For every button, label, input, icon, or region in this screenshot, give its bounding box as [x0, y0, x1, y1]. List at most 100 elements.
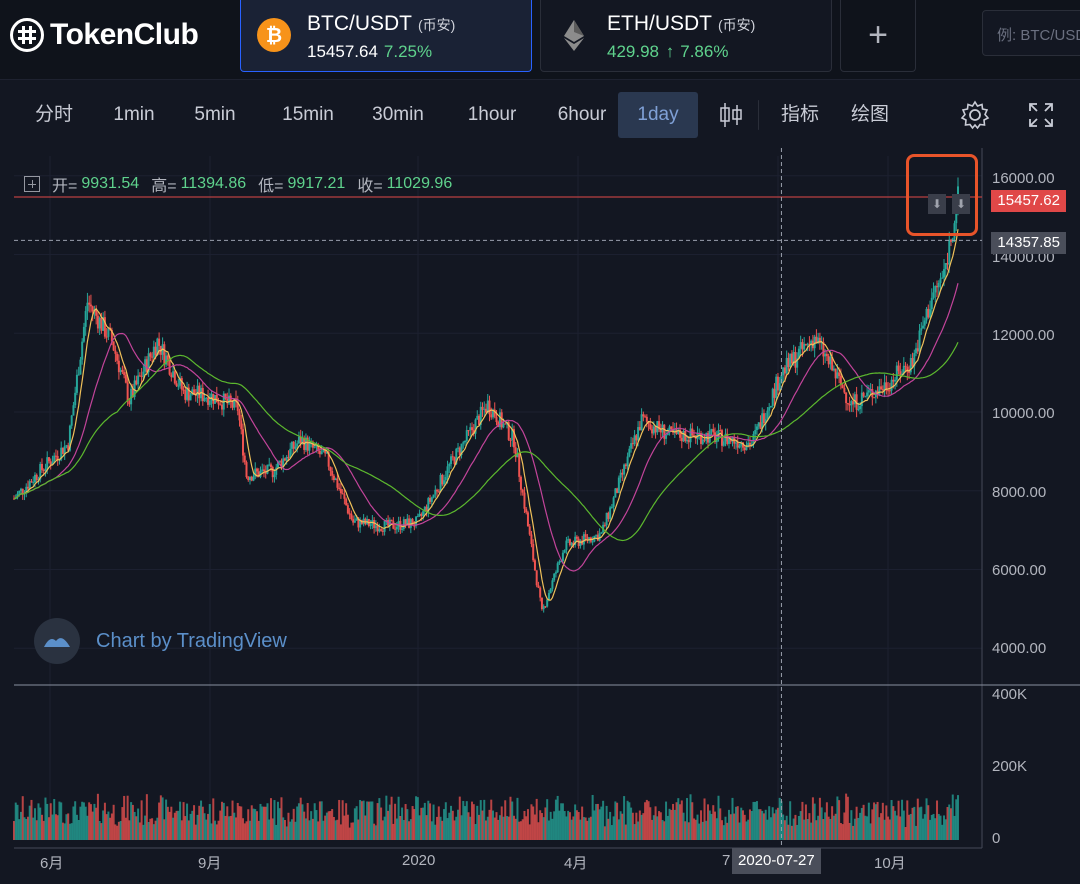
volume-bar — [790, 825, 793, 840]
volume-bar — [282, 817, 285, 840]
volume-bar — [457, 809, 460, 840]
volume-bar — [89, 804, 92, 840]
volume-bar — [556, 795, 559, 840]
volume-bar — [471, 801, 474, 840]
candle-body — [734, 442, 737, 444]
watermark-text: Chart by TradingView — [96, 629, 287, 652]
settings-icon[interactable] — [954, 92, 996, 138]
volume-bar — [677, 798, 680, 840]
candle-body — [633, 435, 636, 445]
volume-bar — [936, 800, 939, 840]
interval-1min[interactable]: 1min — [113, 104, 155, 125]
volume-bar — [13, 821, 15, 840]
volume-bar — [609, 811, 612, 840]
download-icon[interactable]: ⬇ — [952, 194, 970, 214]
chart-canvas[interactable] — [0, 148, 1080, 884]
tab-eth-usdt[interactable]: ETH/USDT (币安) 429.98 ↑ 7.86% — [540, 0, 832, 72]
interval-fenshi[interactable]: 分时 — [34, 104, 73, 125]
candle-body — [864, 396, 867, 398]
interval-5min[interactable]: 5min — [194, 104, 236, 125]
candle-body — [105, 336, 108, 338]
candle-body — [944, 263, 947, 270]
volume-bar — [135, 816, 138, 840]
tradingview-watermark[interactable]: Chart by TradingView — [34, 618, 287, 664]
volume-bar — [329, 811, 332, 840]
volume-bar — [638, 810, 641, 840]
indicators-button[interactable]: 指标 — [780, 104, 819, 125]
volume-bar — [944, 819, 947, 840]
candle-body — [91, 306, 94, 312]
price-chart[interactable]: 开= 9931.54 高= 11394.86 低= 9917.21 收= 11029.9… — [0, 148, 1080, 884]
volume-bar — [694, 819, 697, 840]
volume-bar — [166, 806, 169, 840]
interval-6hour[interactable]: 6hour — [557, 104, 607, 125]
candle-body — [290, 441, 293, 449]
candle-body — [179, 378, 182, 386]
interval-15min[interactable]: 15min — [282, 104, 334, 125]
volume-bar — [455, 816, 458, 840]
candle-body — [652, 426, 655, 434]
tab-btc-usdt[interactable]: ₿ BTC/USDT (币安) 15457.64 7.25% — [240, 0, 532, 72]
tokenclub-logo[interactable]: TokenClub — [10, 14, 199, 56]
candle-body — [500, 412, 503, 428]
candle-body — [128, 401, 131, 405]
download-icon[interactable]: ⬇ — [928, 194, 946, 214]
candle-body — [425, 506, 428, 512]
draw-button[interactable]: 绘图 — [850, 104, 889, 125]
volume-bar — [794, 814, 797, 840]
volume-bar — [130, 802, 133, 840]
volume-bar — [535, 798, 538, 840]
volume-bar — [873, 802, 876, 840]
candle-body — [21, 488, 24, 494]
volume-bar — [841, 824, 844, 840]
volume-bar — [888, 819, 891, 840]
candle-body — [909, 358, 912, 373]
interval-1hour[interactable]: 1hour — [467, 104, 517, 125]
volume-bar — [549, 811, 552, 840]
candle-body — [757, 422, 760, 427]
volume-bar — [764, 809, 767, 840]
volume-bar — [353, 808, 356, 840]
candle-body — [81, 341, 84, 360]
add-pair-button[interactable]: + — [840, 0, 916, 72]
candle-body — [124, 375, 127, 383]
fullscreen-icon[interactable] — [1020, 92, 1062, 138]
volume-bar — [395, 818, 398, 840]
volume-bar — [696, 814, 699, 840]
volume-bar — [86, 815, 89, 840]
interval-1day[interactable]: 1day — [618, 92, 698, 138]
volume-bar — [738, 822, 741, 840]
volume-bar — [925, 798, 928, 840]
volume-bar — [757, 809, 760, 840]
candle-body — [610, 506, 613, 508]
volume-bar — [123, 795, 126, 840]
volume-bar — [518, 821, 521, 840]
candle-body — [56, 456, 59, 460]
volume-bar — [607, 818, 610, 840]
volume-bar — [252, 808, 255, 840]
candle-body — [359, 520, 362, 528]
candle-body — [937, 282, 940, 288]
expand-legend-icon[interactable] — [24, 176, 40, 192]
volume-bar — [479, 800, 482, 840]
candle-body — [575, 536, 578, 539]
volume-bar — [427, 800, 430, 840]
volume-bar — [32, 817, 35, 840]
candle-body — [26, 486, 29, 489]
volume-bar — [743, 814, 746, 840]
candle-body — [423, 506, 426, 512]
candle-body — [352, 519, 355, 523]
interval-30min[interactable]: 30min — [372, 104, 424, 125]
search-input[interactable]: 例: BTC/USDT — [982, 10, 1080, 56]
volume-bar — [498, 815, 501, 840]
volume-bar — [500, 806, 503, 840]
volume-bar — [233, 812, 236, 840]
candle-body — [198, 385, 201, 399]
candle-body — [743, 447, 746, 451]
candles-icon[interactable] — [712, 92, 750, 138]
candle-body — [250, 476, 253, 481]
candle-body — [350, 513, 353, 520]
candle-body — [126, 382, 129, 402]
candle-body — [79, 359, 82, 375]
candle-body — [686, 439, 689, 442]
